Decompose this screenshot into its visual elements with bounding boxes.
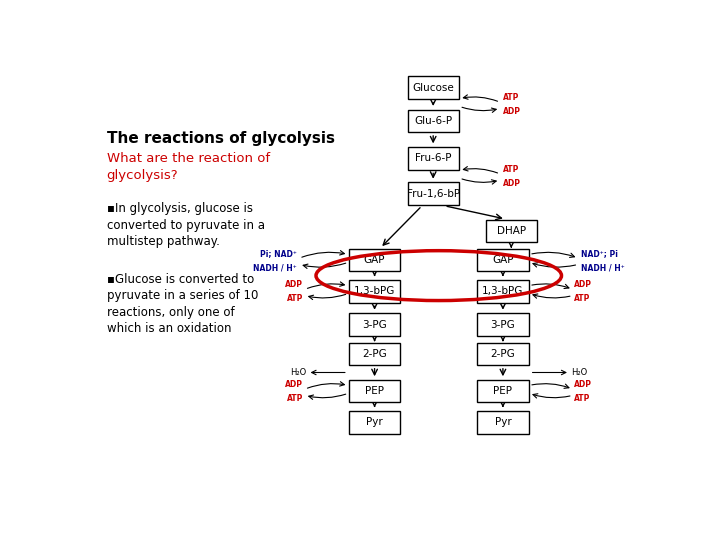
Text: 2-PG: 2-PG bbox=[362, 349, 387, 359]
FancyBboxPatch shape bbox=[408, 110, 459, 132]
FancyBboxPatch shape bbox=[477, 342, 528, 365]
Text: ATP: ATP bbox=[503, 165, 519, 174]
Text: ADP: ADP bbox=[503, 107, 521, 116]
Text: Pi; NAD⁺: Pi; NAD⁺ bbox=[260, 249, 297, 258]
Text: ADP: ADP bbox=[503, 179, 521, 188]
FancyBboxPatch shape bbox=[408, 147, 459, 170]
FancyBboxPatch shape bbox=[349, 380, 400, 402]
Text: DHAP: DHAP bbox=[497, 226, 526, 236]
Text: PEP: PEP bbox=[493, 386, 513, 396]
FancyBboxPatch shape bbox=[349, 249, 400, 272]
FancyBboxPatch shape bbox=[477, 280, 528, 302]
Text: ATP: ATP bbox=[575, 394, 590, 403]
Text: ADP: ADP bbox=[575, 380, 593, 389]
Text: ADP: ADP bbox=[285, 380, 303, 389]
FancyBboxPatch shape bbox=[408, 183, 459, 205]
Text: ATP: ATP bbox=[503, 93, 519, 102]
Text: 1,3-bPG: 1,3-bPG bbox=[354, 286, 395, 296]
FancyBboxPatch shape bbox=[349, 280, 400, 302]
Text: GAP: GAP bbox=[364, 255, 385, 265]
Text: Pyr: Pyr bbox=[366, 417, 383, 427]
Text: 1,3-bPG: 1,3-bPG bbox=[482, 286, 523, 296]
Text: Glu-6-P: Glu-6-P bbox=[414, 116, 452, 126]
Text: Fru-1,6-bP: Fru-1,6-bP bbox=[407, 188, 460, 199]
Text: ADP: ADP bbox=[285, 280, 303, 289]
FancyBboxPatch shape bbox=[485, 220, 537, 242]
Text: NADH / H⁺: NADH / H⁺ bbox=[581, 263, 625, 272]
FancyBboxPatch shape bbox=[477, 380, 528, 402]
Text: ATP: ATP bbox=[575, 294, 590, 303]
Text: H₂O: H₂O bbox=[289, 368, 306, 377]
Text: ADP: ADP bbox=[575, 280, 593, 289]
Text: ▪In glycolysis, glucose is
converted to pyruvate in a
multistep pathway.: ▪In glycolysis, glucose is converted to … bbox=[107, 202, 265, 248]
Text: ATP: ATP bbox=[287, 394, 303, 403]
Text: ▪Glucose is converted to
pyruvate in a series of 10
reactions, only one of
which: ▪Glucose is converted to pyruvate in a s… bbox=[107, 273, 258, 335]
Text: ATP: ATP bbox=[287, 294, 303, 303]
Text: H₂O: H₂O bbox=[572, 368, 588, 377]
Text: NADH / H⁺: NADH / H⁺ bbox=[253, 263, 297, 272]
Text: 3-PG: 3-PG bbox=[490, 320, 516, 330]
Text: 2-PG: 2-PG bbox=[490, 349, 516, 359]
Text: The reactions of glycolysis: The reactions of glycolysis bbox=[107, 131, 335, 146]
FancyBboxPatch shape bbox=[408, 77, 459, 99]
Text: 3-PG: 3-PG bbox=[362, 320, 387, 330]
Text: PEP: PEP bbox=[365, 386, 384, 396]
Text: Fru-6-P: Fru-6-P bbox=[415, 153, 451, 164]
Text: Glucose: Glucose bbox=[413, 83, 454, 93]
FancyBboxPatch shape bbox=[349, 342, 400, 365]
FancyBboxPatch shape bbox=[349, 411, 400, 434]
FancyBboxPatch shape bbox=[477, 249, 528, 272]
FancyBboxPatch shape bbox=[349, 313, 400, 336]
FancyBboxPatch shape bbox=[477, 313, 528, 336]
Text: GAP: GAP bbox=[492, 255, 513, 265]
FancyBboxPatch shape bbox=[477, 411, 528, 434]
Text: What are the reaction of
glycolysis?: What are the reaction of glycolysis? bbox=[107, 152, 270, 181]
Text: Pyr: Pyr bbox=[495, 417, 511, 427]
Text: NAD⁺; Pi: NAD⁺; Pi bbox=[581, 249, 618, 258]
